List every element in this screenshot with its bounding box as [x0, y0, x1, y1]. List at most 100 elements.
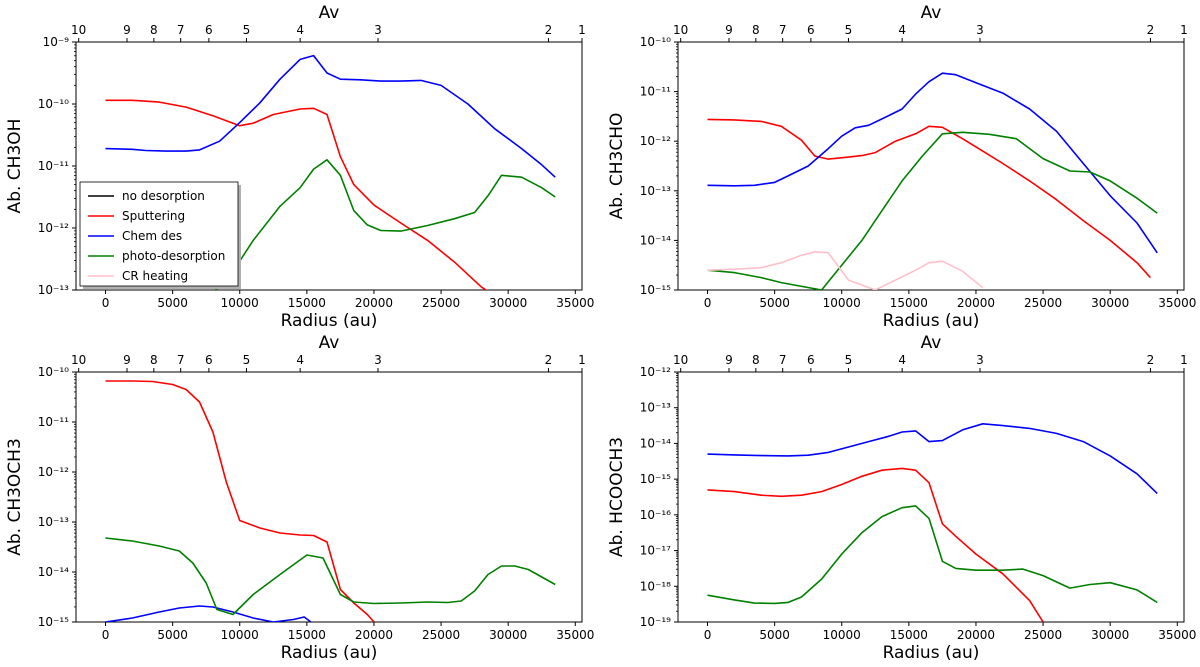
- series-chem-des-line: [105, 605, 312, 622]
- series-sputtering-line: [707, 467, 1044, 622]
- av-tick-label: 10: [673, 353, 688, 367]
- x-axis-label: Radius (au): [281, 311, 378, 331]
- x-tick-label: 10000: [221, 296, 259, 310]
- panel-hcooch3: 0 5000 10000 15000 20000 25000 30000 35000 10 9 8 7…: [607, 333, 1196, 663]
- av-tick-label: 2: [1147, 353, 1155, 367]
- y-tick-label: 10⁻¹¹: [640, 85, 671, 99]
- y-tick-label: 10⁻¹⁴: [640, 436, 671, 450]
- legend-label: CR heating: [122, 269, 188, 283]
- av-tick-label: 8: [752, 353, 760, 367]
- y-tick-label: 10⁻¹¹: [38, 159, 69, 173]
- av-tick-label: 10: [71, 23, 86, 37]
- av-tick-label: 8: [150, 23, 158, 37]
- plot-frame: [677, 371, 1185, 623]
- av-tick-label: 6: [205, 23, 213, 37]
- y-tick-label: 10⁻¹³: [640, 184, 671, 198]
- x-axis-label: Radius (au): [883, 643, 980, 663]
- av-tick-label: 9: [123, 353, 131, 367]
- y-tick-label: 10⁻¹⁶: [640, 508, 671, 522]
- x-tick-label: 15000: [890, 628, 928, 642]
- x-axis-label: Radius (au): [281, 643, 378, 663]
- y-tick-label: 10⁻¹²: [640, 365, 671, 379]
- x-tick-label: 10000: [221, 628, 259, 642]
- y-tick-label: 10⁻¹⁵: [38, 615, 69, 629]
- x-tick-label: 5000: [759, 296, 790, 310]
- y-tick-label: 10⁻¹⁰: [38, 97, 69, 111]
- x-axis-label: Radius (au): [883, 311, 980, 331]
- av-tick-label: 1: [578, 353, 586, 367]
- legend: no desorption Sputtering Chem des photo-des…: [79, 181, 241, 289]
- x-tick-label: 30000: [489, 628, 527, 642]
- y-tick-label: 10⁻¹²: [38, 221, 69, 235]
- series-cr-heating-line: [707, 251, 984, 290]
- x-tick-label: 20000: [957, 296, 995, 310]
- x-tick-label: 30000: [489, 296, 527, 310]
- x-tick-label: 25000: [1024, 296, 1062, 310]
- legend-label: no desorption: [122, 189, 205, 203]
- panel-ch3och3: 0 5000 10000 15000 20000 25000 30000 35000 10 9 8 7…: [5, 333, 594, 663]
- x-tick-label: 25000: [1024, 628, 1062, 642]
- y-tick-label: 10⁻¹²: [38, 465, 69, 479]
- y-tick-label: 10⁻¹⁸: [640, 579, 671, 593]
- av-tick-label: 1: [1180, 23, 1188, 37]
- x-tick-label: 20000: [355, 296, 393, 310]
- av-tick-label: 8: [752, 23, 760, 37]
- av-axis-label: Av: [921, 3, 942, 23]
- series-photo-desorption-line: [105, 537, 556, 616]
- x-tick-label: 10000: [823, 296, 861, 310]
- series-sputtering-line: [105, 99, 488, 290]
- x-tick-label: 35000: [1158, 628, 1196, 642]
- x-tick-label: 35000: [556, 296, 594, 310]
- y-tick-label: 10⁻¹¹: [38, 415, 69, 429]
- av-tick-label: 9: [123, 23, 131, 37]
- av-tick-label: 1: [578, 23, 586, 37]
- x-tick-label: 5000: [759, 628, 790, 642]
- x-tick-label: 0: [102, 628, 110, 642]
- legend-label: Sputtering: [122, 209, 185, 223]
- series-chem-des-line: [707, 422, 1158, 494]
- y-tick-label: 10⁻¹³: [640, 401, 671, 415]
- x-tick-label: 20000: [355, 628, 393, 642]
- av-tick-label: 9: [725, 353, 733, 367]
- av-tick-label: 5: [243, 23, 251, 37]
- av-tick-label: 9: [725, 23, 733, 37]
- y-axis-label: Ab. HCOOCH3: [607, 437, 627, 557]
- av-tick-label: 3: [374, 23, 382, 37]
- legend-label: photo-desorption: [122, 249, 225, 263]
- x-tick-label: 0: [102, 296, 110, 310]
- x-tick-label: 5000: [157, 628, 188, 642]
- av-tick-label: 10: [71, 353, 86, 367]
- x-tick-label: 15000: [288, 296, 326, 310]
- panel-ch3cho: 0 5000 10000 15000 20000 25000 30000 35000 10 9 8 7…: [607, 3, 1196, 331]
- series-sputtering-line: [105, 380, 375, 622]
- av-tick-label: 3: [976, 23, 984, 37]
- x-tick-label: 25000: [422, 628, 460, 642]
- av-tick-label: 7: [779, 23, 787, 37]
- plot-area: [707, 72, 1158, 290]
- y-tick-label: 10⁻¹⁵: [640, 472, 671, 486]
- legend-box: [79, 181, 239, 287]
- x-tick-label: 25000: [422, 296, 460, 310]
- av-tick-label: 7: [779, 353, 787, 367]
- y-tick-label: 10⁻¹⁰: [640, 35, 671, 49]
- series-photo-desorption-line: [707, 505, 1158, 605]
- y-tick-label: 10⁻¹⁴: [38, 565, 69, 579]
- y-tick-label: 10⁻¹⁹: [640, 615, 671, 629]
- av-tick-label: 6: [807, 23, 815, 37]
- av-tick-label: 8: [150, 353, 158, 367]
- legend-label: Chem des: [122, 229, 182, 243]
- av-tick-label: 7: [177, 353, 185, 367]
- y-tick-label: 10⁻¹⁷: [640, 544, 671, 558]
- y-tick-label: 10⁻¹²: [640, 134, 671, 148]
- av-tick-label: 5: [845, 353, 853, 367]
- series-chem-des-line: [707, 72, 1158, 254]
- y-axis-label: Ab. CH3CHO: [607, 113, 627, 220]
- av-tick-label: 2: [545, 353, 553, 367]
- plot-area: [707, 422, 1158, 622]
- y-tick-label: 10⁻¹⁰: [38, 365, 69, 379]
- y-tick-label: 10⁻⁹: [43, 35, 70, 49]
- series-photo-desorption-line: [215, 159, 556, 290]
- x-tick-label: 35000: [1158, 296, 1196, 310]
- x-tick-label: 30000: [1091, 296, 1129, 310]
